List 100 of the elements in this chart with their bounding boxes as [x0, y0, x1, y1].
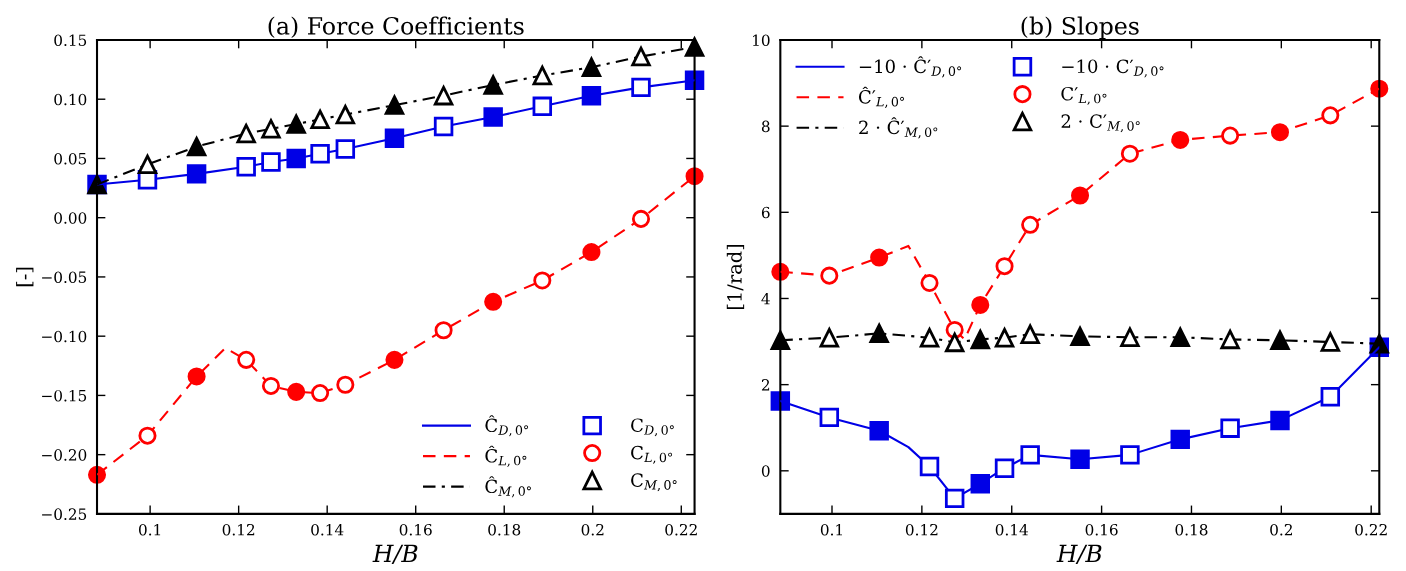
x-tick-label: 0.22 [1355, 523, 1387, 536]
point [186, 136, 207, 157]
chart-title: (a) Force Coefficients [268, 16, 524, 39]
point [1270, 123, 1290, 142]
y-tick-label: 0.10 [54, 93, 87, 106]
point [1070, 449, 1090, 469]
point [1120, 144, 1139, 163]
x-tick-label: 0.16 [1085, 523, 1118, 536]
point [919, 456, 940, 477]
point [335, 104, 356, 125]
point [237, 350, 256, 369]
point [1321, 106, 1340, 125]
y-tick-label: −0.25 [42, 508, 87, 520]
x-tick-label: 0.22 [665, 523, 697, 536]
legend-label: Ĉ$_{M,0°}$ [485, 476, 531, 498]
y-tick-label: 6 [761, 206, 770, 219]
point [995, 257, 1014, 276]
x-tick-label: 0.16 [399, 523, 432, 536]
point [994, 327, 1015, 348]
y-tick-label: 0 [761, 465, 770, 477]
point [820, 266, 839, 285]
legend-label: −10 · Ĉ′$_{D,0°}$ [859, 56, 962, 78]
point [286, 148, 306, 169]
point [1320, 386, 1341, 407]
y-tick-label: 0.05 [54, 152, 87, 165]
point [1270, 410, 1290, 431]
point [819, 407, 840, 428]
point [483, 75, 503, 95]
y-tick-label: 4 [761, 292, 770, 305]
legend-label: Ĉ$_{D,0°}$ [485, 415, 529, 437]
point [1320, 332, 1341, 352]
point [137, 154, 158, 175]
y-tick-label: −0.05 [42, 271, 87, 283]
point [1071, 186, 1090, 205]
legend-label: C′$_{L,0°}$ [1061, 86, 1107, 105]
y-tick-label: 2 [761, 379, 770, 391]
y-tick-label: 0.00 [54, 212, 87, 224]
point [971, 295, 990, 314]
x-tick-label: 0.1 [820, 523, 842, 536]
point [433, 116, 454, 137]
x-tick-label: 0.18 [488, 523, 521, 536]
x-tick-label: 0.14 [995, 523, 1028, 536]
point [236, 157, 256, 177]
point [533, 271, 552, 290]
point [1019, 322, 1041, 344]
point [261, 119, 281, 139]
x-tick-label: 0.2 [581, 523, 604, 536]
y-axis-title: [1/rad] [726, 244, 745, 309]
point [310, 109, 330, 130]
point [970, 329, 991, 350]
point [434, 321, 453, 340]
y-tick-label: 0.15 [54, 34, 87, 46]
point [1171, 130, 1190, 149]
x-tick-label: 0.12 [905, 523, 938, 536]
y-tick-label: 10 [753, 34, 770, 46]
point [1220, 329, 1240, 350]
point [631, 77, 651, 98]
y-tick-label: −0.15 [42, 389, 87, 402]
point [581, 57, 602, 77]
point [944, 488, 965, 509]
point [1020, 445, 1040, 465]
y-tick-label: 8 [761, 120, 770, 133]
point [261, 152, 281, 172]
legend-label: C$_{M,0°}$ [631, 473, 677, 492]
point [186, 164, 207, 184]
point [384, 95, 405, 115]
point [1070, 326, 1090, 347]
point [311, 384, 330, 403]
point [335, 139, 356, 159]
point [336, 375, 355, 394]
x-axis-title: H/B [1056, 544, 1102, 565]
legend-label: Ĉ′$_{L,0°}$ [858, 86, 905, 108]
point [483, 107, 503, 127]
point [1269, 328, 1291, 350]
x-axis-title: H/B [372, 544, 418, 565]
x-tick-label: 0.14 [311, 523, 344, 536]
point [631, 46, 651, 67]
point [187, 367, 206, 386]
x-tick-label: 0.12 [222, 523, 255, 536]
chart-title: (b) Slopes [1021, 16, 1139, 40]
point [138, 426, 157, 445]
point [1221, 126, 1240, 145]
x-tick-label: 0.2 [1270, 523, 1292, 536]
point [261, 376, 280, 395]
point [310, 143, 330, 164]
point [994, 458, 1015, 478]
point [582, 243, 601, 262]
point [919, 327, 940, 348]
y-tick-label: −0.10 [42, 330, 87, 343]
y-axis-title: [-] [16, 267, 34, 287]
point [631, 209, 651, 228]
point [287, 382, 306, 401]
legend-label: Ĉ$_{L,0°}$ [485, 445, 527, 467]
point [869, 323, 889, 344]
legend-label: 2 · Ĉ′$_{M,0°}$ [859, 117, 938, 139]
point [1220, 418, 1240, 438]
point [532, 96, 553, 117]
point [385, 350, 404, 369]
point [819, 327, 840, 348]
point [1119, 325, 1141, 347]
